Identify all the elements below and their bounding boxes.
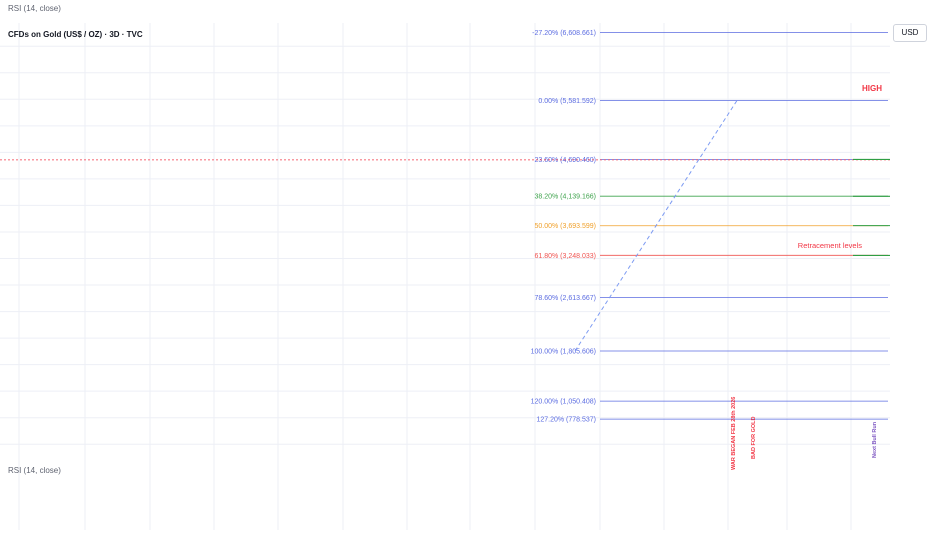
svg-text:78.60% (2,613.667): 78.60% (2,613.667)	[535, 295, 597, 302]
svg-text:-27.20% (6,608.661): -27.20% (6,608.661)	[532, 30, 596, 37]
svg-text:127.20% (778.537): 127.20% (778.537)	[536, 417, 596, 424]
svg-text:38.20% (4,139.166): 38.20% (4,139.166)	[535, 194, 597, 201]
svg-text:0.00% (5,581.592): 0.00% (5,581.592)	[538, 98, 596, 105]
retracement-levels-label: Retracement levels	[797, 241, 862, 250]
war-annotation-text: WAR BEGAN FEB 28th 2026	[731, 396, 737, 470]
currency-toggle-button[interactable]: USD	[893, 24, 927, 42]
next-bull-run-text: Next Bull Run	[872, 421, 878, 458]
svg-text:23.60% (4,690.460): 23.60% (4,690.460)	[535, 157, 597, 164]
svg-text:120.00% (1,050.408): 120.00% (1,050.408)	[531, 399, 596, 406]
bad-for-gold-text: BAD FOR GOLD	[751, 416, 757, 459]
svg-text:50.00% (3,693.599): 50.00% (3,693.599)	[535, 223, 597, 230]
grid-layer	[0, 23, 890, 530]
symbol-title[interactable]: CFDs on Gold (US$ / OZ) · 3D · TVC	[8, 30, 143, 39]
svg-text:61.80% (3,248.033): 61.80% (3,248.033)	[535, 253, 597, 260]
fib-retracement: -27.20% (6,608.661) 0.00% (5,581.592) 23.6…	[0, 30, 890, 424]
svg-text:100.00% (1,805.606): 100.00% (1,805.606)	[531, 348, 596, 355]
top-rsi-pane-label: RSI (14, close)	[8, 4, 61, 13]
bottom-rsi-pane-label: RSI (14, close)	[8, 466, 61, 475]
high-label: HIGH	[862, 84, 882, 93]
